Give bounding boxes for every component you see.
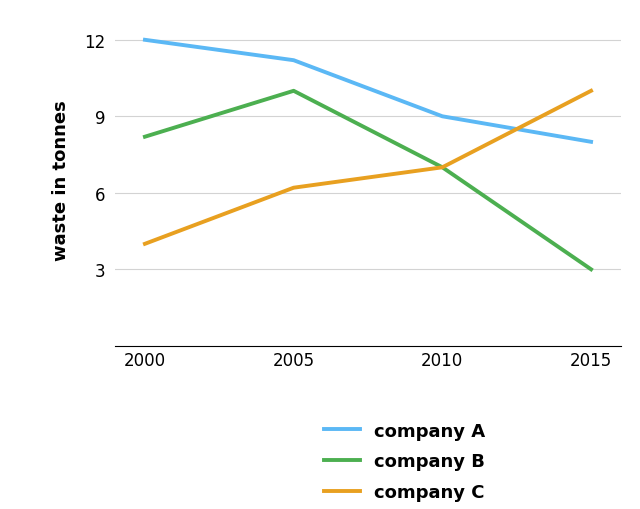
- Y-axis label: waste in tonnes: waste in tonnes: [52, 100, 70, 261]
- Legend: company A, company B, company C: company A, company B, company C: [316, 415, 493, 508]
